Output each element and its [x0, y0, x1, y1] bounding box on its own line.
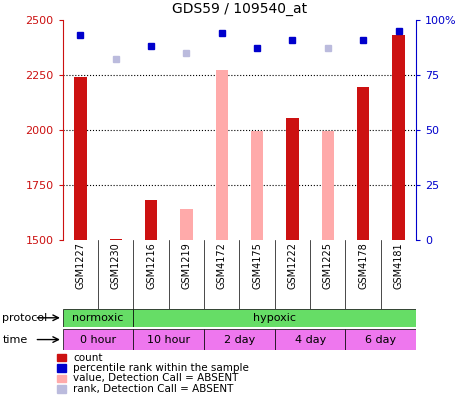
Bar: [180, 209, 193, 240]
Bar: [145, 200, 157, 240]
Text: 0 hour: 0 hour: [80, 335, 116, 345]
Text: 4 day: 4 day: [294, 335, 326, 345]
FancyBboxPatch shape: [133, 329, 204, 350]
FancyBboxPatch shape: [345, 329, 416, 350]
Bar: [322, 131, 334, 240]
Text: 6 day: 6 day: [365, 335, 396, 345]
Text: rank, Detection Call = ABSENT: rank, Detection Call = ABSENT: [73, 384, 234, 394]
Text: count: count: [73, 352, 103, 363]
Bar: [216, 70, 228, 240]
Bar: [286, 118, 299, 240]
Bar: [74, 77, 86, 240]
Text: 2 day: 2 day: [224, 335, 255, 345]
Bar: [57, 375, 66, 382]
Text: protocol: protocol: [2, 313, 47, 323]
Text: percentile rank within the sample: percentile rank within the sample: [73, 363, 249, 373]
Bar: [57, 364, 66, 372]
Text: time: time: [2, 335, 27, 345]
FancyBboxPatch shape: [275, 329, 345, 350]
Bar: [251, 131, 263, 240]
Text: 10 hour: 10 hour: [147, 335, 190, 345]
Bar: [357, 87, 369, 240]
Bar: [110, 239, 122, 240]
Title: GDS59 / 109540_at: GDS59 / 109540_at: [172, 2, 307, 16]
Text: hypoxic: hypoxic: [253, 313, 296, 323]
FancyBboxPatch shape: [204, 329, 275, 350]
FancyBboxPatch shape: [133, 309, 416, 327]
FancyBboxPatch shape: [63, 329, 133, 350]
Text: normoxic: normoxic: [73, 313, 124, 323]
Bar: [392, 35, 405, 240]
Bar: [57, 354, 66, 362]
Bar: [57, 385, 66, 392]
Text: value, Detection Call = ABSENT: value, Detection Call = ABSENT: [73, 373, 239, 383]
FancyBboxPatch shape: [63, 309, 133, 327]
